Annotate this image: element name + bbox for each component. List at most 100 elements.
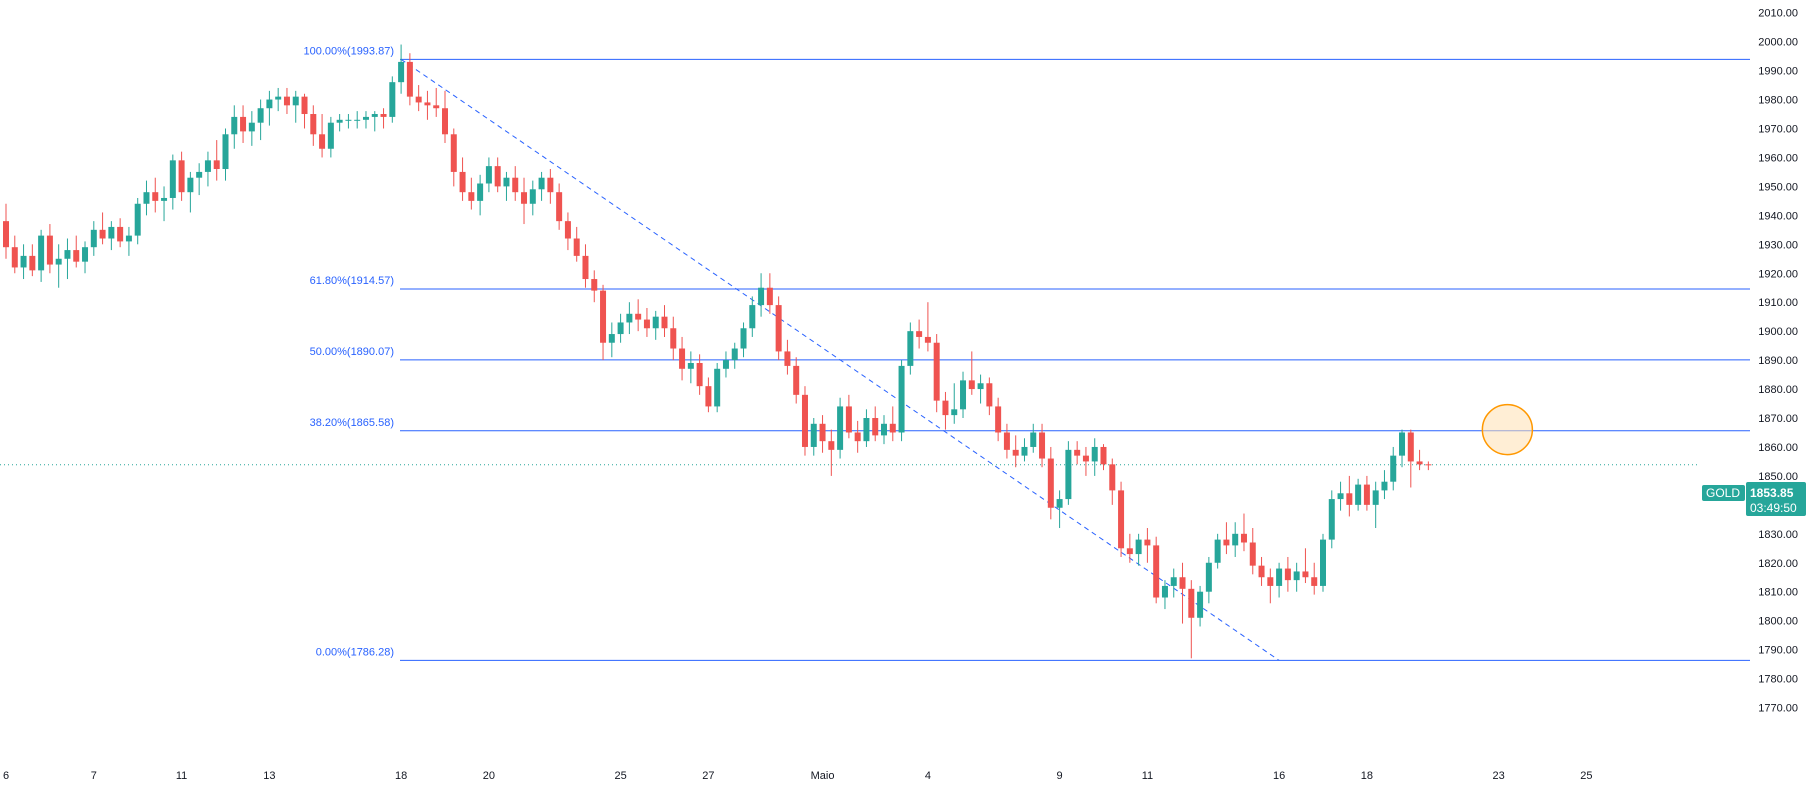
candle-body [1126,548,1133,555]
candle-body [766,287,773,306]
candle-down [1363,475,1370,511]
y-tick-label: 1770.00 [1758,703,1798,715]
candle-down [450,128,457,187]
candle-body [863,418,870,442]
candle-body [1337,493,1344,500]
candle-down [916,319,923,349]
candle-down [600,284,607,361]
last-price-value: 1853.85 [1750,486,1794,500]
candle-body [90,229,97,248]
x-tick-label: 16 [1273,770,1285,782]
candle-body [1302,571,1309,578]
candle-up [1293,562,1300,592]
candle-up [1135,533,1142,566]
x-tick-label: 23 [1492,770,1504,782]
candle-down [1240,513,1247,552]
candle-up [143,180,150,216]
candle-body [1012,449,1019,456]
candle-body [231,116,238,135]
candle-up [951,383,958,424]
x-tick-label: 4 [925,770,931,782]
candle-up [1390,446,1397,491]
candle-down [468,177,475,210]
candle-body [257,108,264,123]
candle-down [1118,481,1125,557]
candle-body [793,365,800,395]
candle-body [73,250,80,262]
candle-body [117,226,124,242]
candle-up [837,397,844,459]
fib-level-label: 100.00%(1993.87) [303,45,394,57]
candle-up [1065,441,1072,505]
candle-up [1030,423,1037,453]
candle-body [1258,565,1265,578]
candle-up [758,273,765,317]
candle-up [354,111,361,129]
candle-up [275,87,282,112]
y-tick-label: 1950.00 [1758,181,1798,193]
candle-down [512,166,519,201]
candle-body [1346,493,1353,505]
y-tick-label: 2010.00 [1758,8,1798,20]
candle-down [591,270,598,303]
highlight-circle[interactable] [1481,403,1534,456]
candle-up [187,171,194,213]
price-axis[interactable]: 2010.00 2000.00 1990.00 1980.00 1970.00 1960.… [1758,8,1798,715]
candle-body [661,316,668,329]
candle-up [1205,556,1212,604]
candle-up [1399,429,1406,468]
highlight-marker [1481,403,1534,456]
candle-down [547,169,554,204]
candle-body [916,331,923,337]
candle-body [152,192,159,201]
candle-body [1065,449,1072,500]
time-axis[interactable]: 6 7 11 13 18 20 25 27 Maio 4 9 11 16 18 23 25 [3,770,1593,782]
candle-up [538,171,545,201]
candle-up [485,157,492,193]
candle-body [1223,539,1230,546]
candle-down [705,377,712,413]
candle-down [696,354,703,395]
candle-body [1311,577,1318,586]
candle-down [73,235,80,268]
candle-body [1399,432,1406,456]
candle-body [1276,568,1283,586]
candle-up [266,90,273,126]
candle-up [1056,490,1063,529]
candle-body [1284,568,1291,581]
fibonacci-levels[interactable]: 100.00%(1993.87) 61.80%(1914.57) 50.00%(18… [303,45,1750,661]
candle-body [20,255,27,268]
candle-body [503,177,510,187]
candle-down [11,235,18,274]
candle-up [529,180,536,216]
candle-body [1100,446,1107,465]
candle-body [1170,577,1177,586]
candle-up [863,409,870,447]
y-tick-label: 1900.00 [1758,326,1798,338]
trendline[interactable] [400,58,1280,661]
candle-up [1328,490,1335,549]
candle-body [810,423,817,447]
candle-body [1372,490,1379,505]
candle-body [345,119,352,121]
candle-body [679,348,686,369]
candle-body [1056,499,1063,508]
candle-down [1126,533,1133,563]
candle-body [1381,481,1388,491]
candle-up [248,111,255,146]
candle-body [406,61,413,97]
candle-down [793,357,800,404]
candle-up [1021,438,1028,462]
candle-body [968,380,975,390]
candle-up [810,418,817,456]
candle-up [125,226,132,256]
candle-body [1214,539,1221,563]
candle-body [608,334,615,343]
candle-up [503,171,510,201]
candle-body [635,313,642,320]
x-tick-label: 11 [176,770,187,782]
candle-body [275,96,282,100]
candle-down [670,316,677,361]
